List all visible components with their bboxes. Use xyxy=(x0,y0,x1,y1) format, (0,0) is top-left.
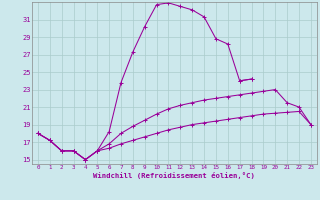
X-axis label: Windchill (Refroidissement éolien,°C): Windchill (Refroidissement éolien,°C) xyxy=(93,172,255,179)
